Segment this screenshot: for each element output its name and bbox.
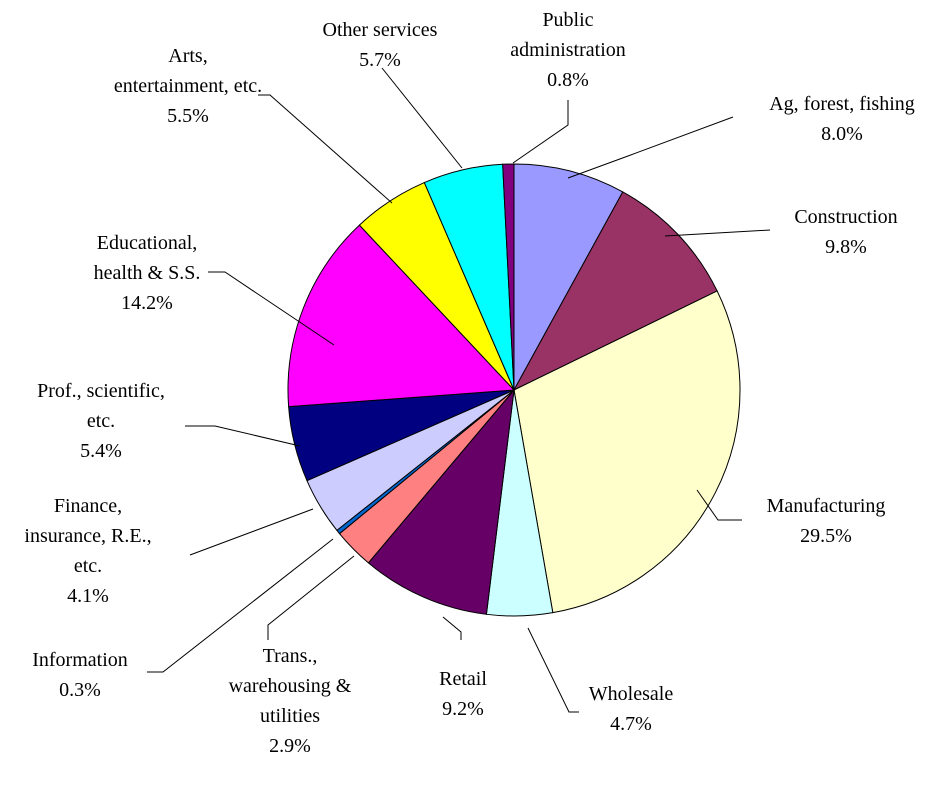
slice-percent: 9.2%	[442, 698, 484, 720]
slice-name: Public	[542, 9, 593, 31]
slice-name: Manufacturing	[767, 495, 886, 517]
slice-label: Prof., scientific, etc. 5.4%	[37, 380, 165, 462]
slice-label: Manufacturing 29.5%	[767, 495, 886, 547]
pie-slice	[367, 388, 515, 615]
slice-name: insurance, R.E.,	[24, 525, 151, 547]
slice-percent: 9.8%	[825, 236, 867, 258]
slice-name: Finance,	[54, 495, 122, 517]
pie-slices	[287, 163, 741, 617]
leader-line	[696, 489, 742, 521]
slice-name: Information	[32, 649, 128, 671]
slice-name: Ag, forest, fishing	[769, 93, 915, 115]
slice-percent: 29.5%	[800, 525, 852, 547]
pie-slice	[513, 163, 624, 391]
leader-line	[442, 616, 462, 640]
slice-name: Trans.,	[263, 645, 318, 667]
leader-line	[189, 508, 314, 556]
slice-name: Educational,	[97, 232, 198, 254]
slice-label: Public administration 0.8%	[510, 9, 626, 91]
pie-slice	[513, 290, 741, 614]
pie-slice	[287, 224, 516, 408]
slice-percent: 5.7%	[359, 49, 401, 71]
slice-name: administration	[510, 39, 626, 61]
leader-line	[567, 116, 734, 179]
slice-labels: Ag, forest, fishing 8.0% Construction 9.8% M…	[24, 9, 914, 757]
leader-line	[512, 100, 569, 164]
slice-label: Ag, forest, fishing 8.0%	[769, 93, 915, 145]
pie-slice	[502, 163, 515, 391]
leader-line	[267, 555, 355, 640]
slice-percent: 5.4%	[80, 440, 122, 462]
slice-name: Retail	[439, 668, 487, 690]
slice-name: warehousing &	[229, 675, 352, 697]
leader-line	[527, 627, 579, 713]
slice-name: utilities	[260, 705, 320, 727]
slice-percent: 5.5%	[167, 105, 209, 127]
slice-name: Arts,	[168, 45, 207, 67]
slice-percent: 4.1%	[67, 585, 109, 607]
leader-lines	[147, 67, 771, 713]
slice-label: Retail 9.2%	[439, 668, 487, 720]
pie-slice	[512, 191, 718, 392]
slice-percent: 0.3%	[59, 679, 101, 701]
slice-name: etc.	[87, 410, 115, 432]
slice-percent: 0.8%	[547, 69, 589, 91]
slice-percent: 8.0%	[821, 123, 863, 145]
leader-line	[147, 538, 334, 673]
slice-percent: 14.2%	[121, 292, 173, 314]
leader-line	[258, 94, 393, 204]
slice-label: Trans., warehousing & utilities 2.9%	[229, 645, 352, 757]
slice-name: Construction	[794, 206, 897, 228]
slice-name: Prof., scientific,	[37, 380, 165, 402]
slice-label: Construction 9.8%	[794, 206, 897, 258]
leader-line	[185, 425, 301, 447]
slice-name: Other services	[323, 19, 438, 41]
leader-line	[664, 229, 771, 237]
leader-line	[208, 271, 335, 346]
slice-percent: 4.7%	[610, 713, 652, 735]
slice-label: Finance, insurance, R.E., etc. 4.1%	[24, 495, 151, 607]
slice-name: Wholesale	[589, 683, 674, 705]
slice-label: Wholesale 4.7%	[589, 683, 674, 735]
slice-label: Other services 5.7%	[323, 19, 438, 71]
slice-label: Information 0.3%	[32, 649, 128, 701]
leader-line	[381, 67, 463, 169]
slice-label: Educational, health & S.S. 14.2%	[94, 232, 201, 314]
slice-name: entertainment, etc.	[114, 75, 262, 97]
slice-percent: 2.9%	[269, 735, 311, 757]
slice-name: health & S.S.	[94, 262, 201, 284]
slice-name: etc.	[74, 555, 102, 577]
slice-label: Arts, entertainment, etc. 5.5%	[114, 45, 262, 127]
